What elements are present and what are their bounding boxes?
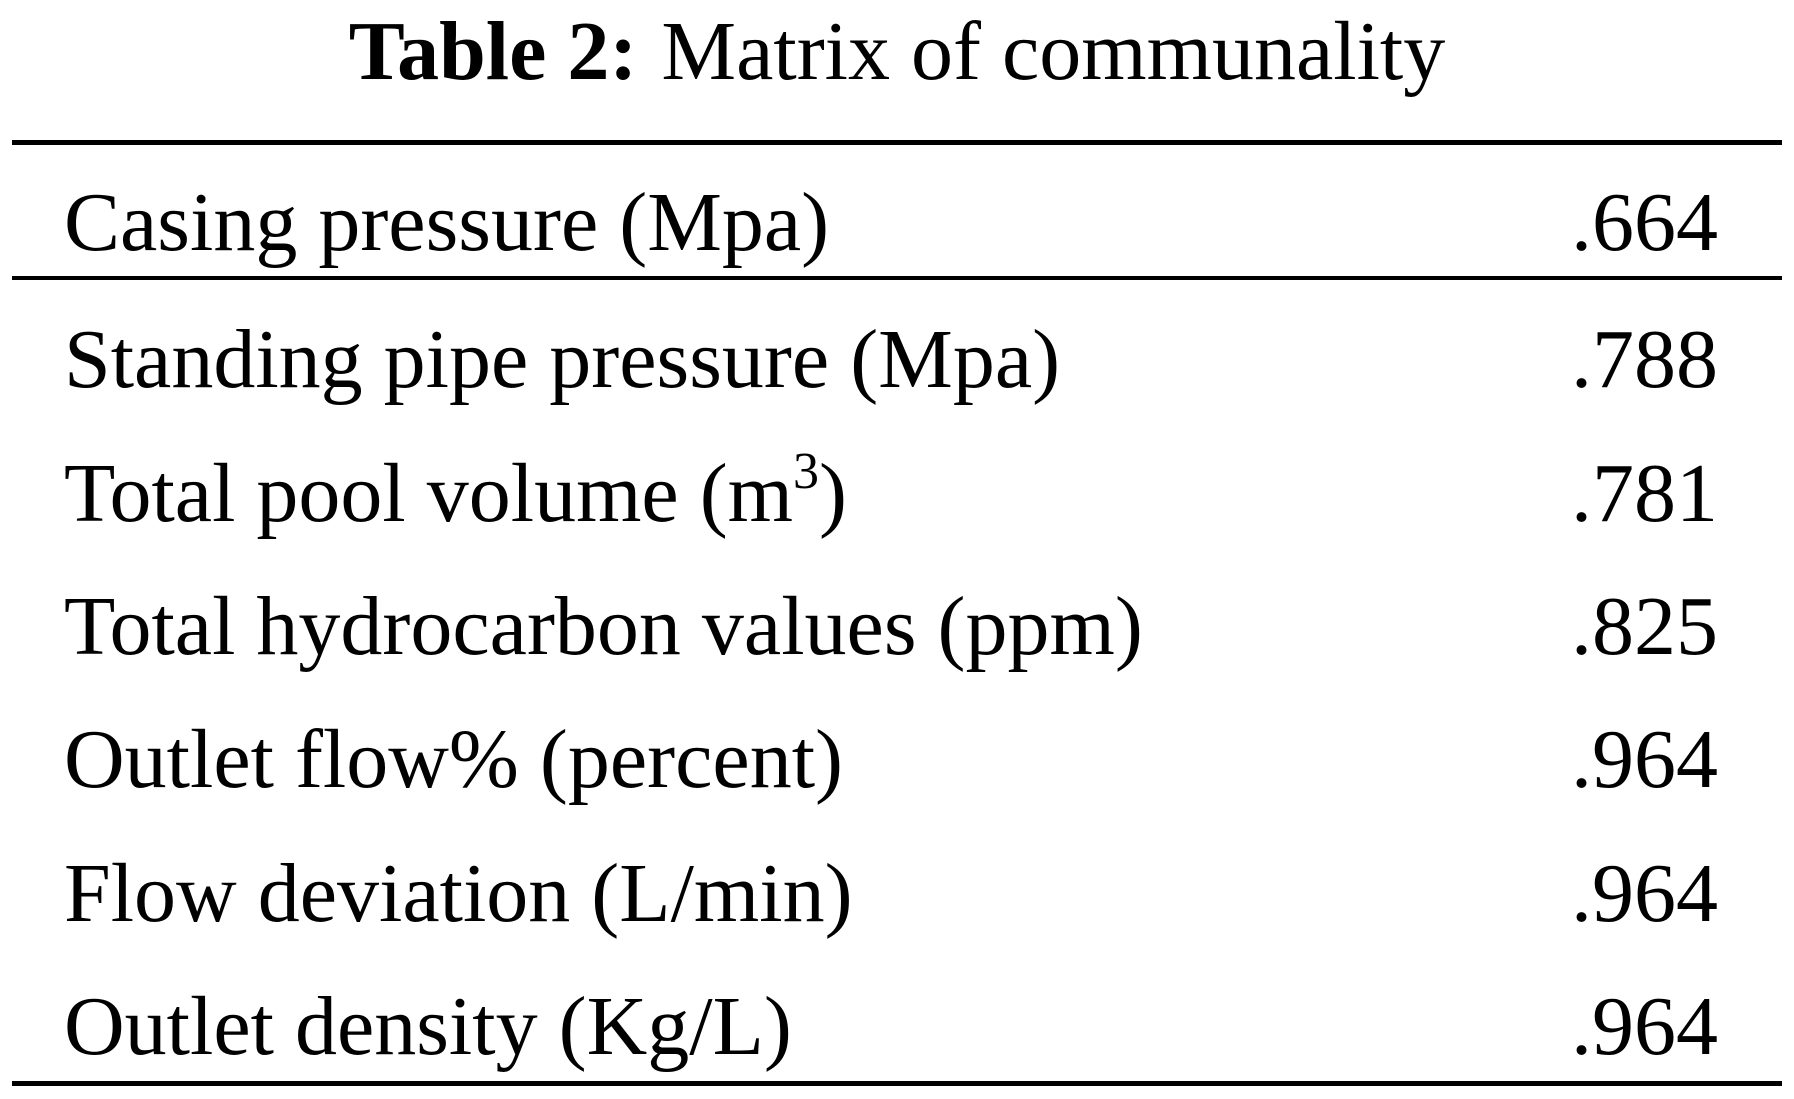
row-label: Casing pressure (Mpa) — [64, 176, 830, 269]
table-row: Casing pressure (Mpa) .664 — [0, 163, 1794, 283]
row-value: .664 — [1571, 176, 1718, 269]
table-row: Flow deviation (L/min) .964 — [0, 834, 1794, 954]
table-bottom-rule — [12, 1081, 1782, 1086]
row-label: Total pool volume (m3) — [64, 434, 847, 554]
row-value: .825 — [1571, 580, 1718, 673]
table-header-rule — [12, 276, 1782, 280]
row-label-close: ) — [819, 447, 847, 540]
row-label-text: Total pool volume (m — [64, 447, 794, 540]
table-caption-label: Table 2: — [348, 5, 638, 98]
table-row: Outlet flow% (percent) .964 — [0, 700, 1794, 820]
row-value: .788 — [1571, 313, 1718, 406]
table-row: Standing pipe pressure (Mpa) .788 — [0, 300, 1794, 420]
row-label-superscript: 3 — [793, 443, 820, 500]
table-row: Total hydrocarbon values (ppm) .825 — [0, 567, 1794, 687]
row-value: .964 — [1571, 713, 1718, 806]
row-value: .781 — [1571, 447, 1718, 540]
table-top-rule — [12, 140, 1782, 145]
table-caption-text: Matrix of communality — [661, 5, 1446, 98]
row-value: .964 — [1571, 980, 1718, 1073]
row-label: Outlet density (Kg/L) — [64, 980, 792, 1073]
table-caption: Table 2: Matrix of communality — [0, 2, 1794, 102]
table-row: Total pool volume (m3) .781 — [0, 434, 1794, 554]
row-label: Total hydrocarbon values (ppm) — [64, 580, 1143, 673]
table-row: Outlet density (Kg/L) .964 — [0, 967, 1794, 1087]
row-label: Outlet flow% (percent) — [64, 713, 844, 806]
row-value: .964 — [1571, 847, 1718, 940]
row-label: Standing pipe pressure (Mpa) — [64, 313, 1061, 406]
row-label: Flow deviation (L/min) — [64, 847, 853, 940]
